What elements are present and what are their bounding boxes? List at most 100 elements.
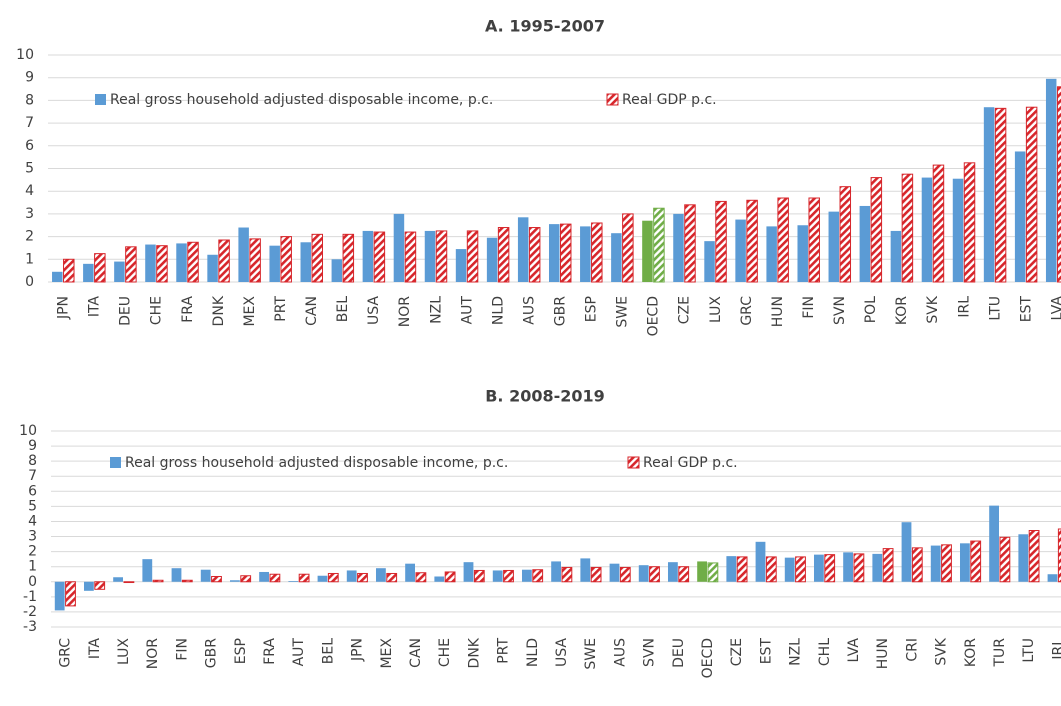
bar [229, 580, 240, 582]
bar [1028, 530, 1040, 583]
x-tick-label: USA [366, 296, 382, 325]
legend-label: Real GDP p.c. [622, 92, 717, 108]
bar [176, 243, 187, 282]
x-tick-label: SVK [925, 295, 941, 323]
bar [882, 548, 894, 583]
bar [609, 563, 620, 582]
bar [872, 553, 883, 582]
x-tick-label: DEU [671, 638, 687, 668]
bar [797, 225, 808, 282]
bar [207, 254, 218, 282]
bar [327, 572, 339, 583]
bar [171, 568, 182, 582]
bar [280, 236, 292, 283]
y-tick-label: 9 [25, 70, 34, 86]
bar [444, 571, 456, 583]
bar [766, 226, 777, 282]
y-tick-label: 3 [28, 529, 37, 545]
bar [187, 241, 199, 283]
x-tick-label: ITA [87, 638, 103, 660]
x-tick-label: CRI [904, 638, 920, 662]
x-tick-label: CAN [408, 638, 424, 668]
bar [930, 545, 941, 582]
bar [142, 559, 153, 582]
bar [853, 553, 865, 583]
bar [994, 107, 1007, 283]
y-tick-label: 6 [25, 138, 34, 154]
x-tick-label: NOR [145, 638, 161, 669]
bar [362, 230, 374, 282]
bar [83, 581, 94, 591]
bar [989, 505, 999, 582]
bar [548, 224, 560, 282]
legend-label: Real gross household adjusted disposable… [125, 455, 508, 471]
bar [300, 242, 312, 282]
bar [697, 561, 707, 582]
bar [653, 207, 665, 283]
bar [238, 227, 249, 282]
y-tick-label: -2 [23, 604, 37, 620]
bar [638, 565, 649, 582]
bar [870, 177, 883, 283]
bar [497, 227, 510, 283]
bar [94, 581, 106, 590]
bar [828, 211, 840, 282]
bar [843, 552, 853, 582]
bar [795, 556, 806, 583]
x-tick-label: OECD [646, 296, 662, 336]
y-tick-label: 9 [28, 438, 37, 454]
y-tick-label: 4 [28, 513, 37, 529]
bar [1018, 534, 1029, 582]
bar [435, 230, 448, 283]
x-tick-label: LTU [987, 296, 1003, 321]
bar [152, 579, 164, 583]
bar [591, 222, 603, 283]
bar [473, 569, 485, 583]
x-tick-label: JPN [56, 296, 72, 320]
bar [726, 556, 737, 582]
x-tick-label: FRA [262, 638, 278, 665]
bar [346, 570, 357, 582]
bar [839, 186, 852, 283]
bar [521, 569, 532, 582]
bar [434, 576, 445, 582]
bar [311, 233, 324, 283]
y-tick-label: 2 [28, 544, 37, 560]
y-tick-label: 4 [25, 183, 34, 199]
bar [211, 575, 222, 583]
legend-label: Real gross household adjusted disposable… [110, 92, 493, 108]
bar [963, 162, 976, 283]
x-tick-label: CHL [817, 638, 833, 666]
bar [735, 219, 746, 282]
x-tick-label: SVN [642, 638, 658, 667]
bar [1025, 106, 1038, 283]
x-tick-label: SWE [615, 296, 631, 328]
bar [269, 573, 281, 583]
bar [373, 231, 386, 283]
x-tick-label: EST [758, 638, 774, 665]
x-tick-label: NLD [525, 638, 541, 667]
bar [466, 230, 479, 283]
bar [83, 263, 94, 282]
x-tick-label: NLD [490, 296, 506, 325]
bar [932, 164, 945, 283]
bar [642, 220, 653, 282]
y-tick-label: 10 [19, 423, 37, 439]
bar [125, 246, 137, 283]
x-tick-label: MEX [379, 638, 395, 669]
x-tick-label: GRC [739, 296, 755, 326]
bar [704, 241, 715, 282]
bar [590, 566, 602, 583]
x-tick-label: FRA [180, 296, 196, 323]
bar [901, 522, 912, 582]
bar [331, 259, 343, 282]
x-tick-label: GBR [204, 638, 220, 668]
x-tick-label: ESP [584, 296, 600, 322]
bar [765, 556, 777, 583]
x-tick-label: ITA [87, 296, 103, 318]
bar [156, 245, 168, 283]
bar [619, 566, 631, 583]
y-tick-label: 6 [28, 483, 37, 499]
x-tick-label: AUT [459, 296, 475, 325]
bar [65, 581, 76, 607]
